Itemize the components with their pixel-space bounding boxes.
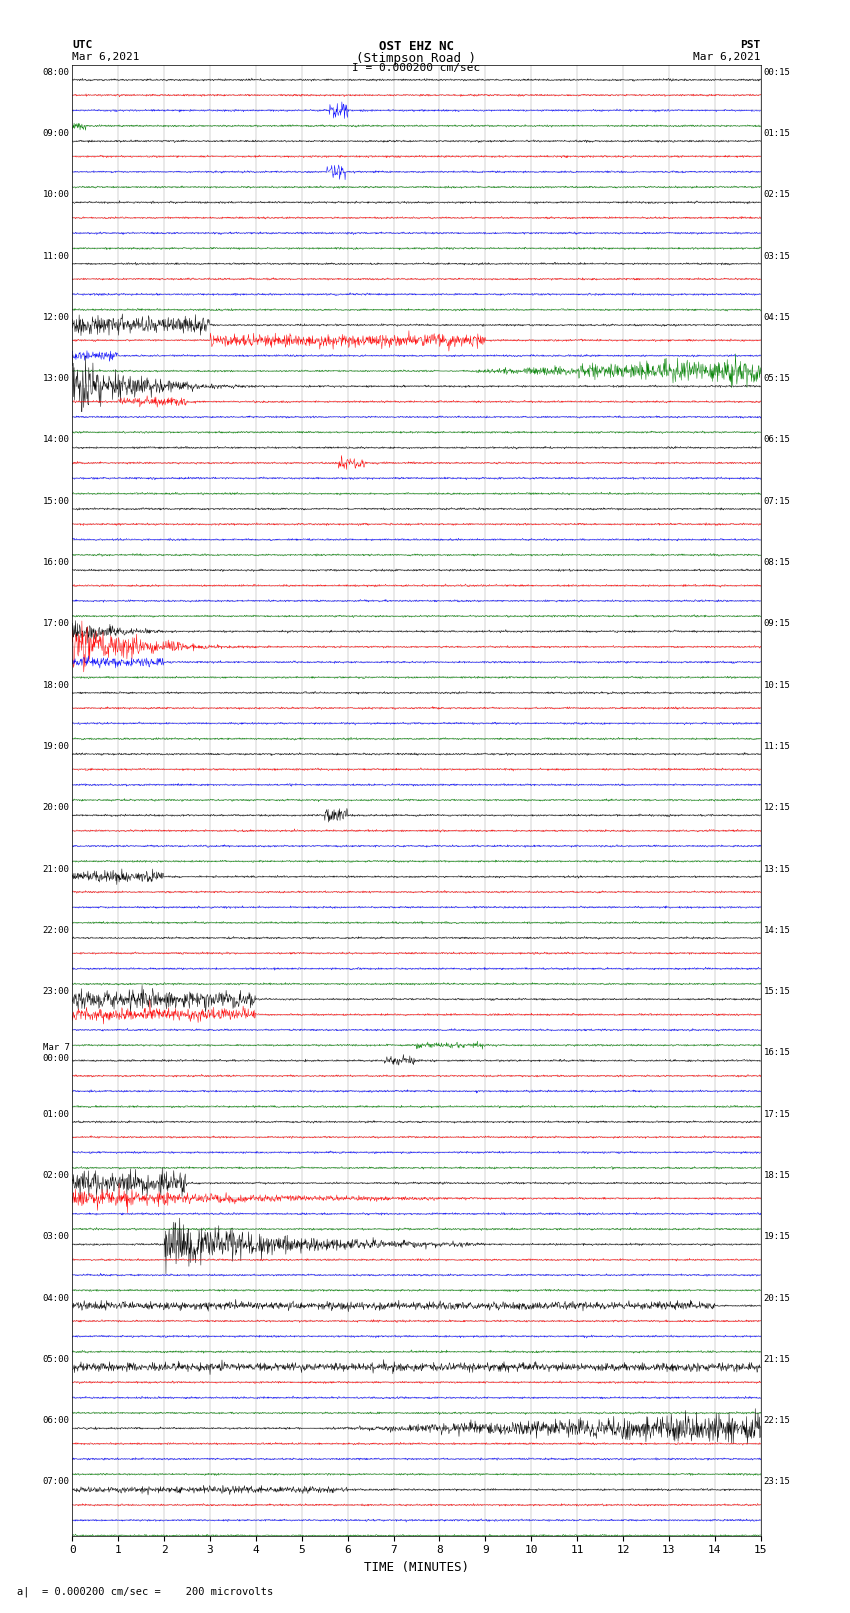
Text: 01:00: 01:00: [42, 1110, 70, 1119]
Text: 22:15: 22:15: [763, 1416, 791, 1426]
Text: 12:15: 12:15: [763, 803, 791, 813]
Text: 11:15: 11:15: [763, 742, 791, 752]
Text: 18:00: 18:00: [42, 681, 70, 690]
Text: 20:00: 20:00: [42, 803, 70, 813]
Text: PST: PST: [740, 40, 761, 50]
Text: 02:00: 02:00: [42, 1171, 70, 1181]
Text: 02:15: 02:15: [763, 190, 791, 200]
Text: 07:15: 07:15: [763, 497, 791, 506]
Text: 07:00: 07:00: [42, 1478, 70, 1487]
Text: 13:00: 13:00: [42, 374, 70, 384]
Text: 21:15: 21:15: [763, 1355, 791, 1365]
Text: Mar 7
00:00: Mar 7 00:00: [42, 1044, 70, 1063]
Text: (Stimpson Road ): (Stimpson Road ): [356, 52, 477, 65]
Text: 00:15: 00:15: [763, 68, 791, 77]
Text: 01:15: 01:15: [763, 129, 791, 139]
Text: 10:15: 10:15: [763, 681, 791, 690]
Text: 11:00: 11:00: [42, 252, 70, 261]
Text: UTC: UTC: [72, 40, 93, 50]
Text: 16:15: 16:15: [763, 1048, 791, 1058]
Text: 13:15: 13:15: [763, 865, 791, 874]
Text: 03:00: 03:00: [42, 1232, 70, 1242]
Text: 23:15: 23:15: [763, 1478, 791, 1487]
Text: 09:00: 09:00: [42, 129, 70, 139]
Text: 06:15: 06:15: [763, 436, 791, 445]
Text: 22:00: 22:00: [42, 926, 70, 936]
Text: 06:00: 06:00: [42, 1416, 70, 1426]
Text: 04:00: 04:00: [42, 1294, 70, 1303]
Text: 10:00: 10:00: [42, 190, 70, 200]
Text: 14:00: 14:00: [42, 436, 70, 445]
Text: 19:00: 19:00: [42, 742, 70, 752]
Text: 08:15: 08:15: [763, 558, 791, 568]
Text: 04:15: 04:15: [763, 313, 791, 323]
Text: 09:15: 09:15: [763, 619, 791, 629]
Text: 21:00: 21:00: [42, 865, 70, 874]
Text: 08:00: 08:00: [42, 68, 70, 77]
Text: Mar 6,2021: Mar 6,2021: [72, 52, 139, 61]
Text: 17:00: 17:00: [42, 619, 70, 629]
Text: 18:15: 18:15: [763, 1171, 791, 1181]
X-axis label: TIME (MINUTES): TIME (MINUTES): [364, 1561, 469, 1574]
Text: 05:00: 05:00: [42, 1355, 70, 1365]
Text: OST EHZ NC: OST EHZ NC: [379, 40, 454, 53]
Text: I = 0.000200 cm/sec: I = 0.000200 cm/sec: [353, 63, 480, 73]
Text: a|  = 0.000200 cm/sec =    200 microvolts: a| = 0.000200 cm/sec = 200 microvolts: [17, 1586, 273, 1597]
Text: 15:15: 15:15: [763, 987, 791, 997]
Text: 15:00: 15:00: [42, 497, 70, 506]
Text: 14:15: 14:15: [763, 926, 791, 936]
Text: 03:15: 03:15: [763, 252, 791, 261]
Text: 17:15: 17:15: [763, 1110, 791, 1119]
Text: 16:00: 16:00: [42, 558, 70, 568]
Text: 23:00: 23:00: [42, 987, 70, 997]
Text: 05:15: 05:15: [763, 374, 791, 384]
Text: 12:00: 12:00: [42, 313, 70, 323]
Text: 20:15: 20:15: [763, 1294, 791, 1303]
Text: Mar 6,2021: Mar 6,2021: [694, 52, 761, 61]
Text: 19:15: 19:15: [763, 1232, 791, 1242]
